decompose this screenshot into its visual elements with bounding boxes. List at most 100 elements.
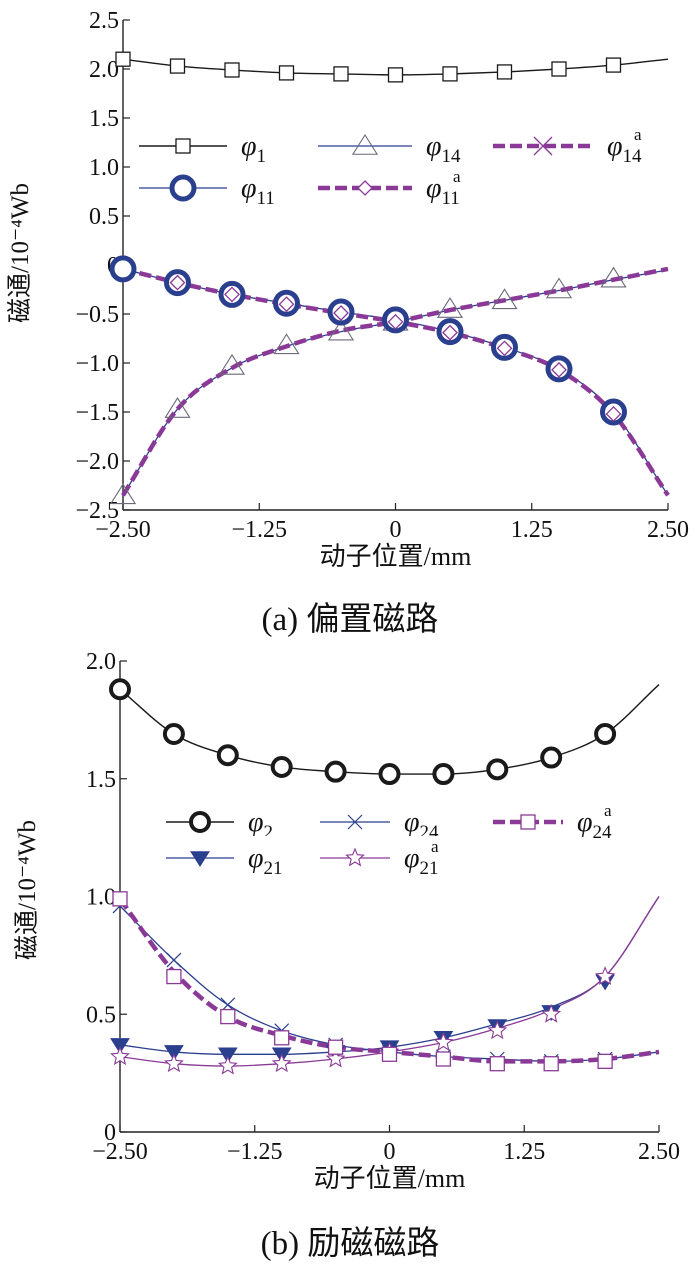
chart-b-series-φ24a-point	[220, 1008, 236, 1025]
chart-b-series-φ21a-point	[110, 1046, 130, 1066]
chart-a-series-φ1-point	[496, 64, 513, 80]
chart-b-series-φ2-point	[162, 723, 185, 746]
chart-a-series-φ14-point	[109, 483, 137, 505]
chart-a-series-φ1-point	[169, 58, 186, 74]
chart-a-series-φ1-point	[333, 66, 349, 82]
chart-b-ytick-label: 0.5	[86, 1002, 116, 1028]
chart-a-series-φ11a-point	[333, 305, 349, 321]
chart-a-series-φ11a-point	[224, 286, 240, 303]
chart-b-series-φ24a-point	[597, 1053, 613, 1069]
chart-b-legend-label: φ24	[577, 807, 612, 843]
chart-b-series-φ21a-point	[325, 1048, 346, 1068]
chart-b-xtick-label: −2.50	[92, 1139, 148, 1165]
chart-a-ytick-label: −1.0	[75, 351, 119, 377]
chart-b-ytick-label: 1.5	[86, 767, 116, 793]
chart-a-series-φ14a-line	[121, 266, 669, 497]
chart-b-ytick-label: 0	[104, 1120, 116, 1146]
chart-b-series-φ24a-point	[543, 1056, 559, 1072]
chart-a-series-φ11a-point	[496, 340, 513, 357]
chart-b-series-φ21a-point	[271, 1053, 292, 1073]
chart-a-legend-superscript: a	[453, 167, 461, 186]
chart-a-series-φ11a-point	[551, 361, 567, 378]
chart-b-series-φ21a-point	[163, 1053, 184, 1073]
chart-b-series-φ21-point	[163, 1045, 184, 1061]
chart-a-legend-φ1: φ1	[135, 124, 348, 167]
chart-b-series-φ2-point	[216, 744, 239, 767]
chart-b-legend-marker	[189, 811, 211, 833]
chart-b-series-φ24a-point	[489, 1056, 505, 1072]
chart-b-x-axis-title: 动子位置/mm	[314, 1164, 466, 1193]
chart-b-series-φ21a-point	[217, 1055, 238, 1075]
chart-a-series-φ11a-point	[387, 313, 404, 330]
chart-a-legend-bg	[135, 124, 348, 164]
chart-a-ytick-label: 0.5	[89, 204, 119, 230]
chart-a-ytick-label: −0.5	[75, 302, 119, 328]
chart-a-series-φ1-point	[278, 65, 295, 81]
chart-b-legend-marker	[347, 814, 363, 830]
chart-a-series-φ11a-point	[442, 324, 458, 341]
chart-a-legend-label: φ14	[426, 131, 461, 167]
chart-a-legend-superscript: a	[634, 125, 642, 144]
chart-a-series-φ14-point	[218, 353, 246, 375]
chart-b-series-φ24a-point	[112, 891, 128, 907]
chart-b-series-φ2-point	[324, 760, 347, 783]
chart-a-xtick-label: 1.25	[511, 517, 553, 543]
chart-b-xtick-label: 1.25	[503, 1139, 545, 1165]
chart-b-legend-label: φ2	[248, 807, 273, 843]
chart-a-series-φ11a-point	[169, 274, 186, 291]
chart-a-ytick-label: −1.5	[75, 400, 119, 426]
chart-a-legend-label: φ1	[241, 131, 266, 167]
chart-a-x-axis-title: 动子位置/mm	[320, 542, 472, 571]
chart-b-chart: 0 0.5 1.0 1.5 2.0 −2.50 −1.25 0 1.25 2.50 动子位置/mm 磁…	[13, 649, 684, 1193]
chart-b-legend-marker	[190, 851, 210, 868]
chart-b-legend-bg	[316, 800, 511, 840]
chart-a-series-φ14-point	[327, 319, 355, 341]
chart-b-series-φ24-line	[119, 905, 660, 1063]
chart-b-series-φ21a-point	[595, 966, 616, 986]
chart-a-series-φ1-point	[442, 66, 458, 82]
chart-a-legend-marker	[357, 180, 373, 196]
chart-b-ytick-label: 1.0	[86, 885, 116, 911]
chart-b-series-φ24a-point	[327, 1039, 344, 1055]
chart-b-series-φ21a-point	[541, 1003, 562, 1023]
chart-b-xtick-label: 2.50	[638, 1139, 680, 1165]
chart-b-series-φ24a-point	[166, 968, 182, 985]
chart-a-series-φ14-point	[273, 333, 300, 355]
chart-a-y-axis-title: 磁通/10⁻⁴Wb	[6, 183, 34, 323]
chart-a-legend-marker	[533, 136, 553, 156]
chart-b-series-φ21-point	[110, 1038, 130, 1054]
chart-b-y-axis-title: 磁通/10⁻⁴Wb	[13, 820, 41, 960]
chart-a-ytick-label: 2.0	[89, 57, 119, 83]
chart-b-legend-superscript: a	[604, 801, 612, 820]
chart-a-xtick-label: −2.50	[95, 517, 151, 543]
chart-b-legend-superscript: a	[431, 837, 439, 856]
chart-a-series-φ1-point	[224, 62, 240, 78]
chart-b-xtick-label: −1.25	[227, 1139, 283, 1165]
chart-a-series-φ1-point	[387, 67, 404, 83]
chart-b-series-φ21-line	[119, 896, 660, 1055]
chart-a-series-φ14-point	[164, 397, 191, 418]
chart-a-ytick-label: 1.0	[89, 155, 119, 181]
chart-b-series-φ2-point	[378, 763, 401, 786]
chart-b-legend-label: φ21	[404, 843, 439, 879]
chart-b-series-φ21a-point	[433, 1032, 454, 1051]
chart-a-xtick-label: 0	[390, 517, 402, 543]
chart-a-series-φ14-point	[491, 288, 518, 310]
chart-b-series-φ24-point	[166, 952, 182, 968]
chart-b-series-φ24a-point	[381, 1046, 398, 1062]
chart-a-legend-marker	[175, 138, 191, 154]
chart-b-series-φ21a-point	[487, 1020, 508, 1040]
chart-a-series-φ1-point	[551, 61, 567, 77]
chart-b-legend-label: φ21	[248, 843, 283, 879]
chart-b-series-φ21-point	[217, 1047, 238, 1064]
caption-a: (a) 偏置磁路	[261, 602, 439, 638]
chart-b-series-φ24a-point	[274, 1030, 290, 1046]
chart-b-series-φ24a-line	[118, 897, 660, 1064]
chart-a-legend-label: φ11	[426, 173, 460, 209]
chart-b-legend-marker	[520, 814, 536, 830]
chart-a-legend-φ11: φ11	[135, 166, 348, 209]
